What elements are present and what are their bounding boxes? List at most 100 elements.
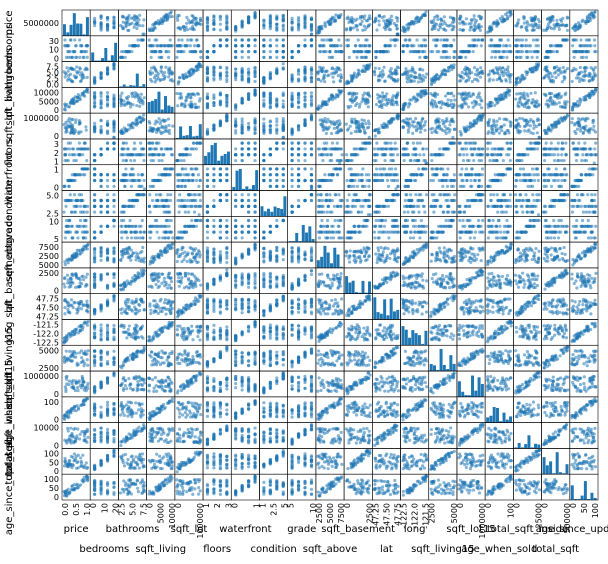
scatter-points <box>234 88 257 112</box>
histogram-bar <box>192 136 196 139</box>
cell-floors-vs-total_sqft <box>541 138 571 166</box>
scatter-points <box>316 320 344 343</box>
scatter-points <box>457 268 485 291</box>
scatter-points <box>316 349 344 368</box>
cell-frame <box>456 61 486 88</box>
y-tick-label: 2.5 <box>46 74 59 83</box>
cell-sqft_living-vs-total_sqft <box>541 87 571 114</box>
cell-condition-vs-total_sqft <box>541 190 571 217</box>
cell-long-vs-sqft_basement <box>343 319 373 346</box>
cell-floors-vs-sqft_lot <box>174 135 204 166</box>
scatter-points <box>485 167 513 188</box>
x-tick-label: 0 <box>343 503 352 508</box>
scatter-points <box>119 32 146 60</box>
scatter-points <box>514 349 541 368</box>
cell-age_when_sold-vs-age_when_sold <box>484 396 514 423</box>
row-label: sqft_lot15 <box>4 359 15 408</box>
cell-sqft_living-vs-age_when_sold <box>484 87 514 114</box>
scatter-points <box>175 135 203 163</box>
histogram-bar <box>354 292 358 294</box>
histogram-bar <box>295 232 299 243</box>
cell-long-vs-waterfront <box>230 319 260 346</box>
cell-sqft_lot-vs-lat <box>372 112 401 140</box>
cell-bedrooms-vs-waterfront <box>230 35 260 62</box>
scatter-points <box>372 270 400 290</box>
cell-sqft_lot15-vs-condition <box>259 370 288 398</box>
cell-sqft_living15-vs-waterfront <box>230 344 260 372</box>
histogram-bar <box>379 313 383 320</box>
histogram-bar <box>590 492 594 500</box>
scatter-points <box>344 14 372 32</box>
cell-sqft_above-vs-total_sqft_inside <box>513 241 542 269</box>
scatter-points <box>457 400 485 419</box>
cell-sqft_above-vs-bathrooms <box>118 241 147 269</box>
cell-grade-vs-age_since_updated <box>569 216 599 243</box>
cell-sqft_above-vs-long <box>400 241 430 269</box>
cell-age_since_updated-vs-bathrooms <box>118 473 147 501</box>
scatter-points <box>344 62 372 86</box>
histogram-bar <box>436 370 440 372</box>
x-tick-label: -122.0 <box>411 503 420 529</box>
cell-sqft_living-vs-floors <box>202 87 232 114</box>
scatter-points <box>119 218 147 240</box>
histogram-bar <box>433 365 436 372</box>
scatter-points <box>234 117 257 135</box>
column-label: sqft_living <box>135 544 186 555</box>
scatter-points <box>290 167 314 188</box>
scatter-points <box>345 294 372 317</box>
cell-age_when_sold-vs-total_sqft <box>541 396 571 423</box>
scatter-points <box>316 397 343 422</box>
histogram-bar <box>489 415 493 423</box>
scatter-points <box>62 141 90 163</box>
scatter-points <box>372 65 401 84</box>
column-label: sqft_lot <box>171 524 208 535</box>
cell-sqft_lot15-vs-sqft_basement <box>343 370 373 398</box>
scatter-points <box>147 474 174 496</box>
scatter-points <box>175 349 203 367</box>
cell-total_sqft_inside-vs-bathrooms <box>118 422 147 449</box>
scatter-points <box>429 14 456 32</box>
scatter-points <box>316 475 344 498</box>
row-label: lat <box>4 300 15 313</box>
scatter-points <box>93 91 116 110</box>
scatter-points <box>372 141 400 163</box>
histogram-bar <box>368 281 372 294</box>
scatter-points <box>175 167 203 188</box>
scatter-points <box>316 218 344 240</box>
x-tick-label: 2500 <box>315 503 324 523</box>
cell-total_sqft_inside-vs-total_sqft <box>541 422 571 449</box>
histogram-bar <box>276 208 280 217</box>
scatter-points <box>148 167 175 188</box>
x-tick-label: 0.5 <box>72 503 81 516</box>
cell-long-vs-long <box>400 319 430 346</box>
cell-lat-vs-grade <box>287 293 317 320</box>
scatter-points <box>234 399 257 420</box>
scatter-points <box>119 167 146 188</box>
cell-sqft_living-vs-sqft_living15 <box>428 87 458 114</box>
scatter-points <box>148 349 174 368</box>
scatter-points <box>119 187 147 214</box>
scatter-points <box>570 193 598 214</box>
row-label: sqft_above <box>4 228 15 283</box>
cell-grade-vs-total_sqft_inside <box>513 213 542 243</box>
scatter-points <box>485 426 513 445</box>
cell-long-vs-sqft_living15 <box>428 319 458 346</box>
row-label: sqft_living <box>4 75 15 126</box>
scatter-points <box>401 218 429 240</box>
y-tick-label: 10000 <box>34 88 59 97</box>
y-tick-label: 5.0 <box>46 69 59 78</box>
cell-frame <box>428 112 458 140</box>
cell-bathrooms-vs-sqft_living15 <box>428 61 458 88</box>
histogram-bar <box>461 391 465 397</box>
cell-age_when_sold-vs-grade <box>287 396 317 423</box>
cell-sqft_lot15-vs-age_when_sold <box>484 370 514 398</box>
cell-sqft_above-vs-price <box>61 241 91 269</box>
cell-long-vs-grade <box>287 319 317 346</box>
scatter-points <box>147 193 173 214</box>
scatter-points <box>571 38 598 60</box>
cell-sqft_living-vs-waterfront <box>230 87 260 114</box>
scatter-points <box>62 452 90 470</box>
cell-floors-vs-sqft_lot15 <box>456 138 486 166</box>
cell-sqft_living-vs-age_since_updated <box>569 87 599 114</box>
scatter-points <box>290 32 314 60</box>
